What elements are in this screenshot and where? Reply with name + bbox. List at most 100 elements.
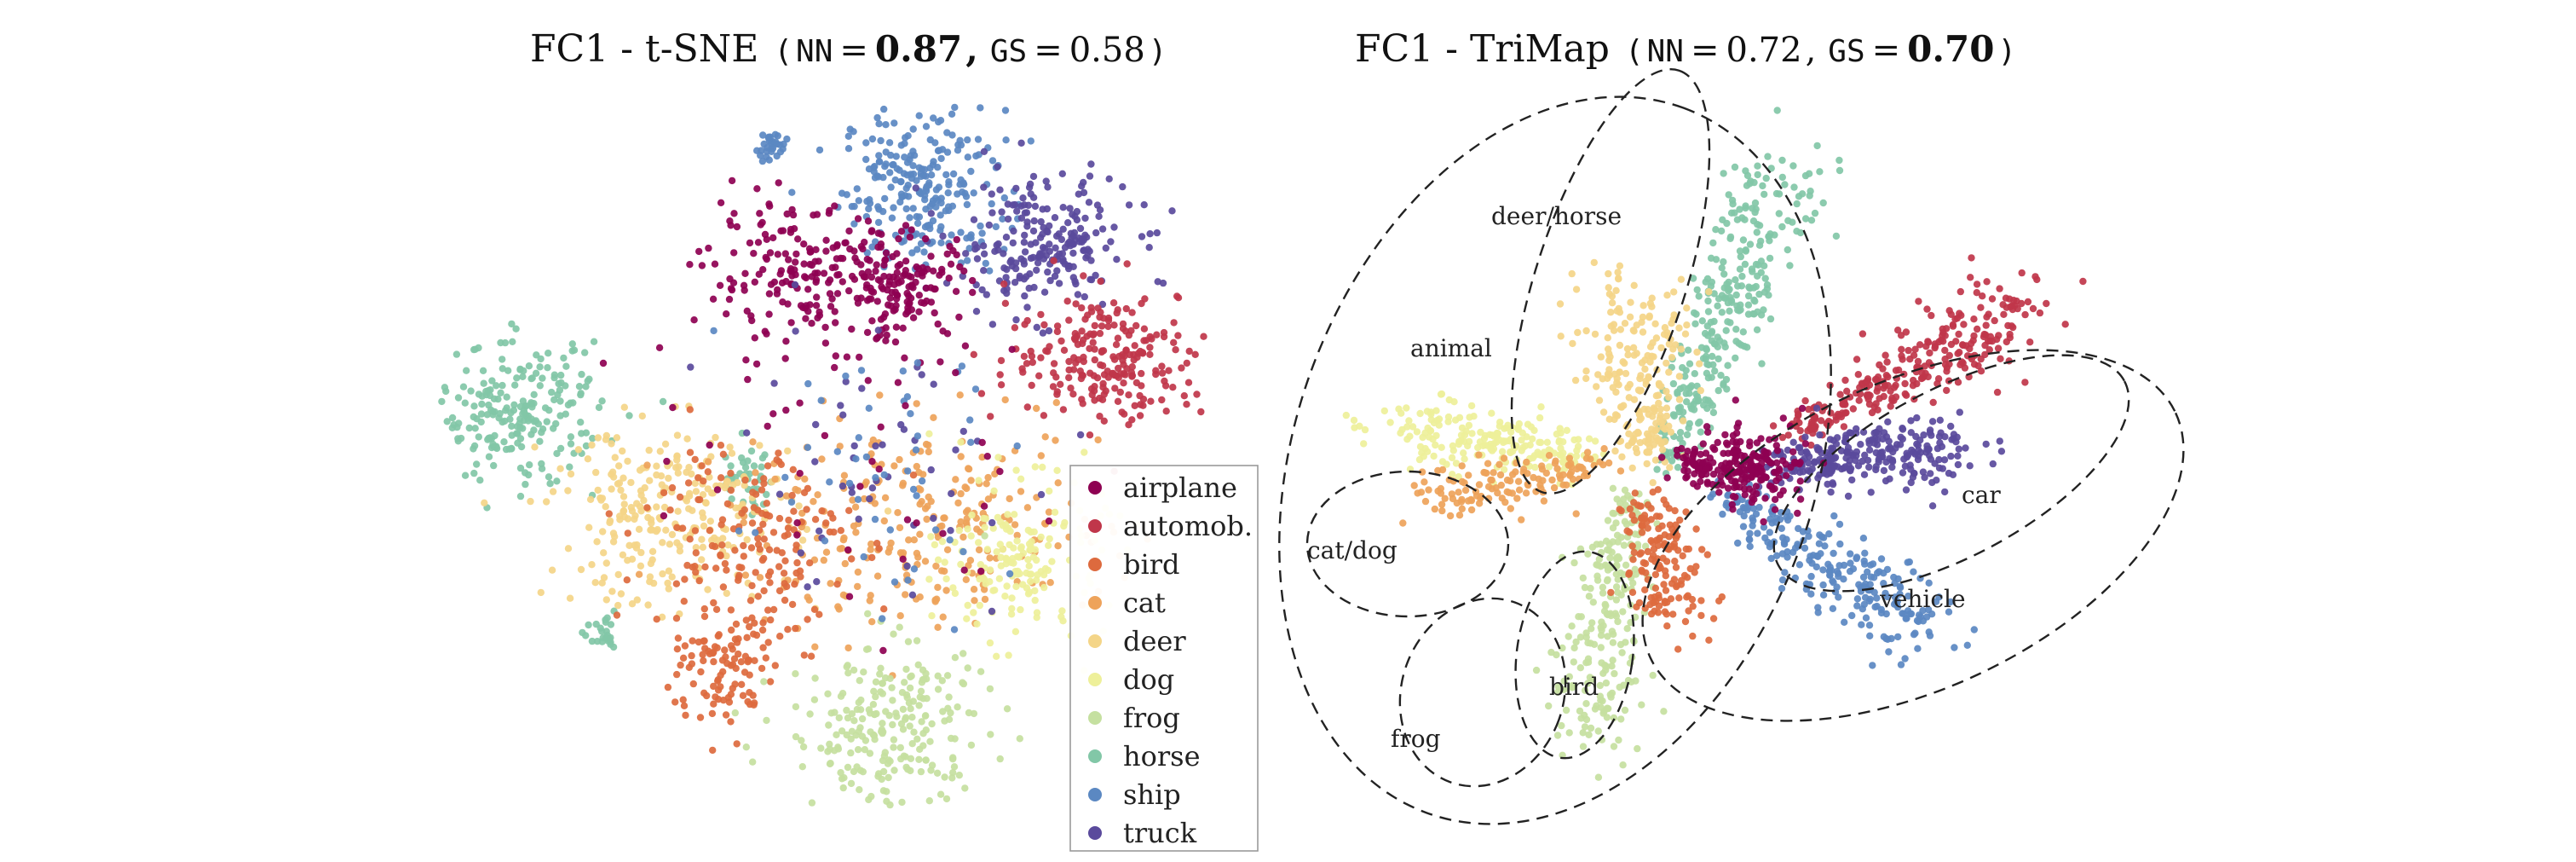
tsne-point-deer: [556, 465, 564, 472]
tsne-point-frog: [919, 666, 927, 674]
trimap-point-dog: [1433, 416, 1441, 425]
tsne-point-dog: [1025, 562, 1033, 570]
tsne-point-bird: [682, 711, 689, 720]
trimap-point-ship: [1736, 508, 1744, 516]
tsne-point-frog: [919, 742, 927, 749]
trimap-point-frog: [1604, 517, 1612, 524]
trimap-point-ship: [1812, 563, 1820, 571]
trimap-point-horse: [1754, 171, 1761, 179]
tsne-point-airplane: [785, 256, 792, 263]
tsne-point-truck: [1051, 214, 1059, 222]
tsne-point-bird: [727, 486, 735, 495]
trimap-point-automob: [2031, 273, 2039, 281]
trimap-point-deer: [1625, 430, 1633, 437]
trimap-point-frog: [1576, 664, 1585, 672]
trimap-point-airplane: [1704, 428, 1712, 437]
trimap-point-bird: [1651, 570, 1660, 579]
trimap-point-cat: [1519, 468, 1528, 477]
tsne-point-dog: [1040, 583, 1048, 592]
tsne-point-bird: [697, 668, 705, 676]
trimap-point-truck: [1814, 474, 1822, 482]
trimap-point-dog: [1556, 451, 1564, 459]
tsne-point-automob: [1079, 336, 1087, 344]
tsne-point-cat: [871, 500, 879, 507]
tsne-point-airplane: [952, 368, 960, 377]
tsne-point-dog: [1051, 508, 1059, 516]
tsne-point-airplane: [803, 302, 810, 310]
trimap-point-ship: [1807, 572, 1815, 581]
tsne-point-airplane: [882, 337, 890, 344]
trimap-point-truck: [1899, 469, 1907, 477]
tsne-point-truck: [1095, 212, 1103, 220]
tsne-point-bird: [803, 506, 810, 513]
tsne-point-cat: [1054, 542, 1062, 550]
trimap-point-horse: [1726, 286, 1733, 293]
trimap-point-ship: [1819, 591, 1828, 599]
trimap-point-cat: [1555, 471, 1564, 479]
trimap-point-cat: [1475, 451, 1483, 459]
tsne-point-cat: [867, 546, 874, 553]
tsne-point-truck: [1064, 219, 1072, 227]
trimap-point-deer: [1644, 439, 1652, 448]
trimap-point-horse: [1702, 352, 1710, 361]
tsne-point-cat: [952, 476, 960, 483]
tsne-point-ship: [909, 171, 918, 178]
tsne-point-airplane: [822, 236, 830, 244]
tsne-point-bird: [708, 709, 717, 718]
tsne-point-cat: [940, 514, 948, 522]
tsne-point-horse: [452, 350, 461, 358]
trimap-point-deer: [1648, 425, 1656, 433]
tsne-point-horse: [489, 440, 497, 448]
tsne-point-frog: [907, 705, 914, 713]
tsne-point-bird: [735, 571, 743, 580]
tsne-point-truck: [1061, 244, 1069, 252]
tsne-point-bird: [792, 541, 800, 549]
trimap-point-ship: [1867, 573, 1875, 581]
tsne-point-frog: [879, 756, 887, 765]
tsne-point-ship: [965, 245, 973, 252]
tsne-point-truck: [1086, 247, 1093, 255]
trimap-point-automob: [1929, 398, 1937, 407]
tsne-point-airplane: [874, 229, 883, 237]
tsne-point-frog: [844, 714, 852, 722]
trimap-point-deer: [1705, 288, 1713, 296]
trimap-point-horse: [1685, 385, 1693, 392]
trimap-point-bird: [1692, 563, 1700, 570]
trimap-point-cat: [1507, 505, 1515, 512]
tsne-point-cat: [810, 498, 817, 506]
trimap-point-airplane: [1789, 448, 1797, 456]
tsne-point-airplane: [943, 250, 951, 258]
tsne-point-frog: [837, 692, 845, 700]
trimap-point-dog: [1360, 440, 1368, 448]
tsne-point-dog: [942, 575, 950, 583]
trimap-point-horse: [1832, 232, 1841, 240]
tsne-point-ship: [927, 171, 936, 179]
tsne-point-ship: [988, 157, 997, 165]
tsne-point-airplane: [939, 529, 947, 537]
trimap-point-truck: [1830, 454, 1838, 462]
tsne-point-bird: [700, 637, 708, 645]
trimap-point-horse: [1732, 276, 1739, 284]
tsne-point-bird: [778, 549, 786, 557]
trimap-point-bird: [1709, 615, 1718, 622]
tsne-point-airplane: [725, 295, 734, 304]
trimap-point-frog: [1614, 576, 1622, 583]
tsne-point-cat: [752, 469, 759, 477]
trimap-point-horse: [1775, 190, 1784, 198]
trimap-point-truck: [1884, 418, 1892, 425]
trimap-point-horse: [1722, 327, 1730, 334]
trimap-point-truck: [1910, 469, 1918, 477]
tsne-point-frog: [825, 721, 833, 729]
tsne-point-deer: [620, 403, 628, 411]
tsne-point-deer: [645, 446, 653, 454]
tsne-point-dog: [1008, 594, 1016, 602]
trimap-point-automob: [1864, 396, 1872, 403]
trimap-point-frog: [1629, 579, 1637, 587]
tsne-point-dog: [1045, 541, 1052, 549]
tsne-point-airplane: [775, 179, 782, 187]
trimap-point-frog: [1614, 588, 1622, 596]
trimap-point-dog: [1507, 428, 1515, 436]
tsne-point-automob: [1053, 391, 1061, 398]
trimap-point-horse: [1704, 396, 1712, 404]
trimap-point-dog: [1421, 429, 1429, 437]
